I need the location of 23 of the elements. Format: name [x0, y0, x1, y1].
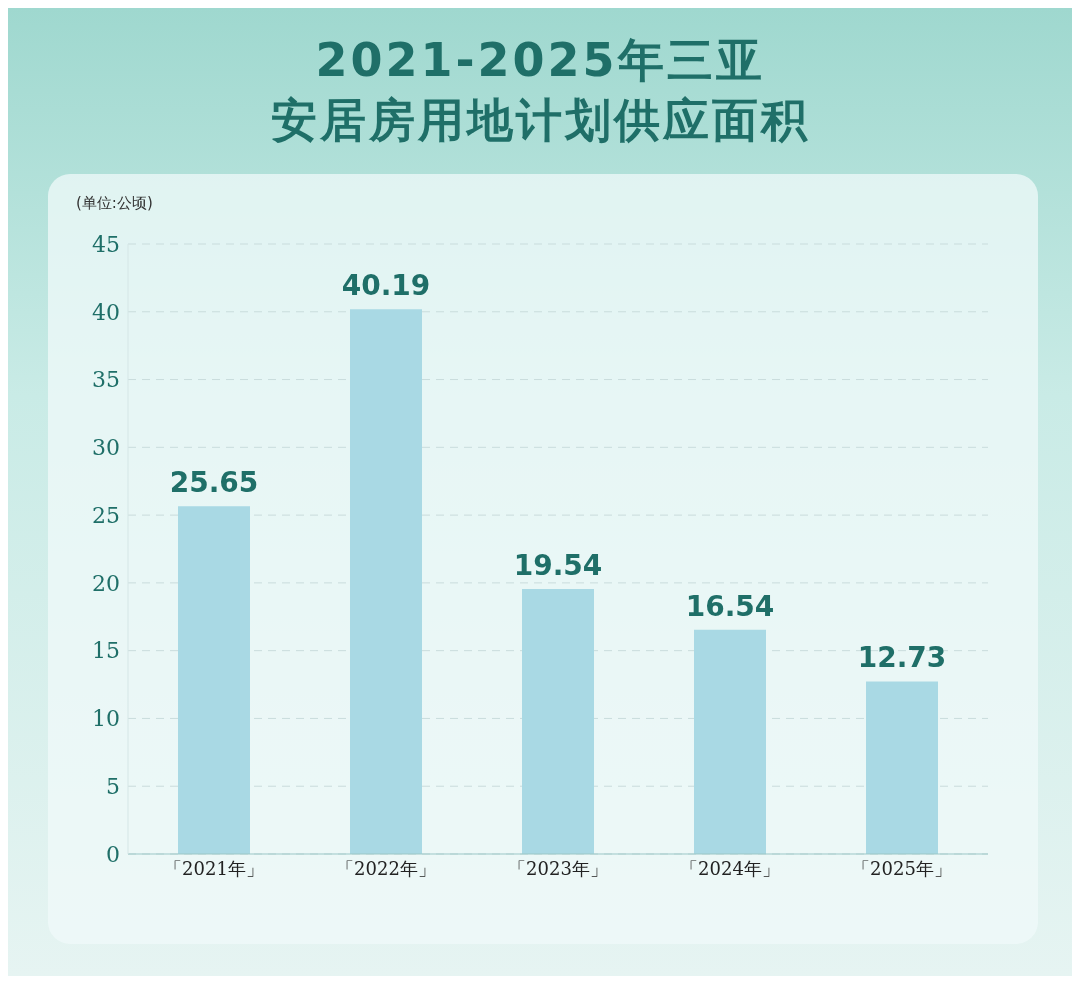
- y-tick-label: 40: [92, 299, 120, 325]
- y-tick-label: 30: [92, 435, 120, 461]
- x-tick-label: 「2024年」: [680, 857, 780, 879]
- x-tick-label: 「2025年」: [852, 857, 952, 879]
- y-tick-label: 35: [92, 367, 120, 393]
- x-tick-label: 「2021年」: [164, 857, 264, 879]
- y-tick-label: 20: [92, 570, 120, 596]
- chart-title: 2021-2025年三亚: [314, 32, 766, 89]
- y-tick-label: 45: [92, 231, 120, 257]
- data-label: 16.54: [685, 589, 775, 623]
- y-tick-label: 15: [92, 638, 120, 664]
- y-tick-label: 10: [92, 706, 120, 732]
- data-label: 12.73: [857, 641, 947, 675]
- x-tick-label: 「2023年」: [508, 857, 608, 879]
- chart-subtitle: 安居房用地计划供应面积: [269, 92, 811, 149]
- data-label: 25.65: [169, 466, 259, 500]
- data-label: 40.19: [341, 269, 431, 303]
- y-axis-title: (单位:公顷): [76, 194, 153, 213]
- data-label: 19.54: [513, 549, 603, 583]
- y-tick-label: 25: [92, 502, 120, 528]
- x-tick-label: 「2022年」: [336, 857, 436, 879]
- y-tick-label: 5: [106, 774, 120, 800]
- y-tick-label: 0: [106, 841, 120, 867]
